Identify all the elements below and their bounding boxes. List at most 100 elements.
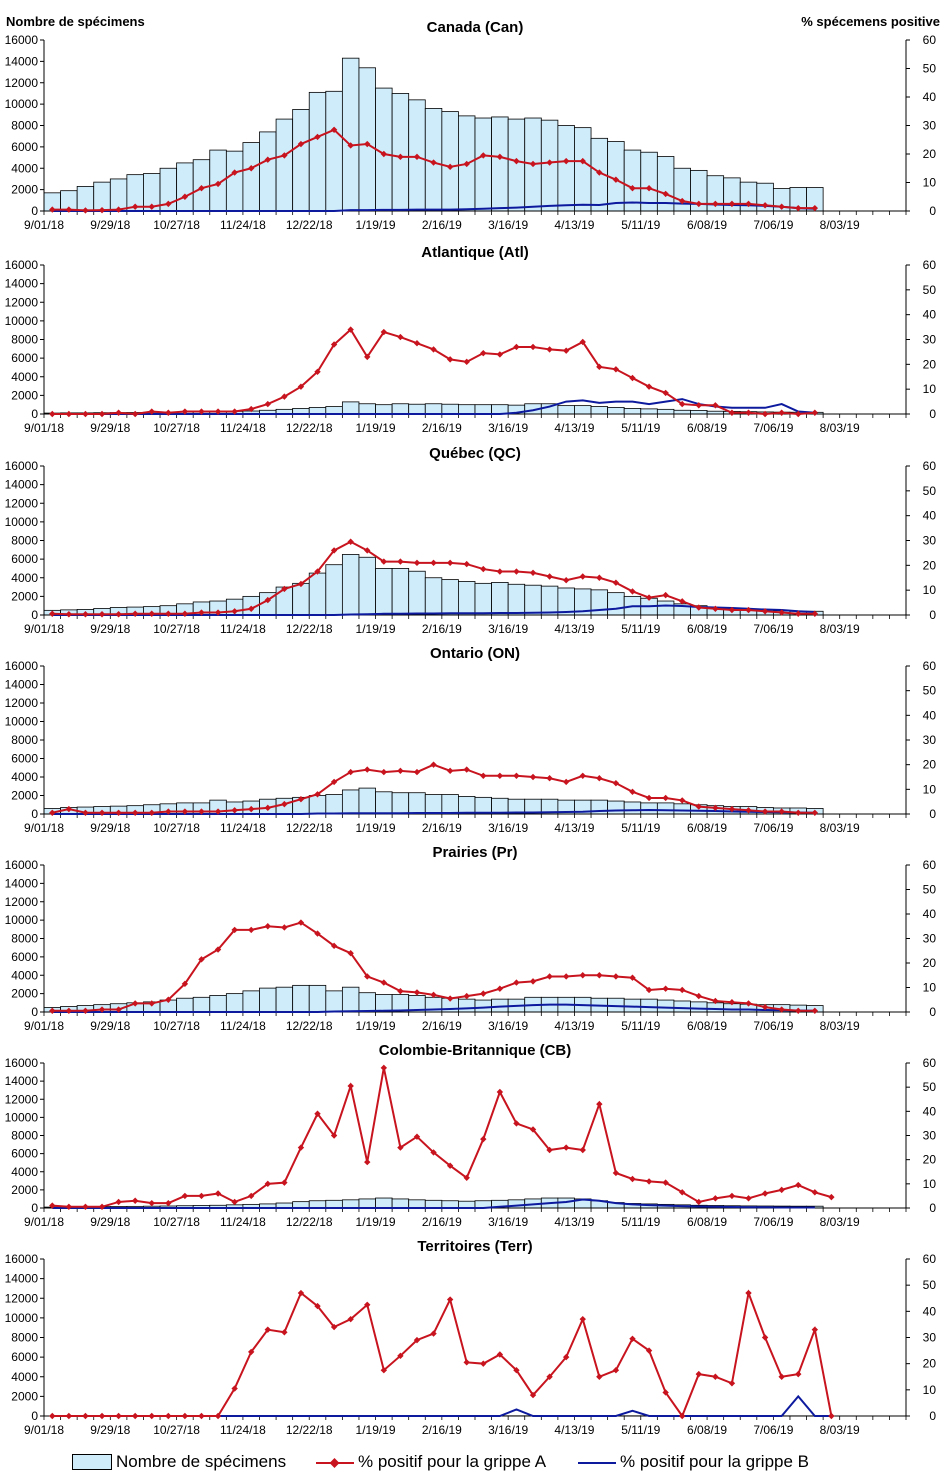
x-tick-label: 6/08/19 bbox=[687, 421, 727, 435]
flu-a-point bbox=[546, 1146, 553, 1154]
x-tick-label: 12/22/18 bbox=[286, 421, 333, 435]
flu-a-point bbox=[811, 809, 819, 816]
flu-a-point bbox=[98, 611, 106, 618]
y-tick-label: 2000 bbox=[11, 589, 38, 603]
specimens-bar bbox=[607, 407, 625, 415]
x-tick-label: 1/19/19 bbox=[356, 1019, 396, 1033]
y-tick-label: 6000 bbox=[11, 1350, 38, 1364]
flu-a-point bbox=[562, 973, 570, 980]
specimens-bar bbox=[308, 795, 327, 815]
y-tick-label: 16000 bbox=[5, 33, 39, 47]
x-tick-label: 7/06/19 bbox=[753, 821, 793, 835]
specimens-bar bbox=[308, 1200, 327, 1209]
x-tick-label: 9/01/18 bbox=[24, 1423, 64, 1437]
specimens-bar bbox=[424, 1199, 443, 1209]
flu-a-point bbox=[413, 989, 421, 996]
flu-a-point bbox=[761, 1190, 769, 1197]
flu-a-point bbox=[297, 1289, 305, 1297]
flu-a-point bbox=[148, 203, 155, 210]
flu-a-point bbox=[231, 1198, 238, 1206]
x-tick-label: 1/19/19 bbox=[356, 421, 396, 435]
y-tick-label: 14000 bbox=[5, 54, 39, 68]
x-tick-label: 10/27/18 bbox=[153, 1215, 200, 1229]
flu-a-point bbox=[596, 972, 603, 979]
flu-a-point bbox=[745, 200, 752, 208]
flu-a-point bbox=[413, 340, 421, 347]
specimens-bar bbox=[474, 582, 492, 616]
specimens-bar bbox=[491, 116, 509, 212]
y-tick-label: 8000 bbox=[11, 333, 38, 347]
chart-panel: Canada (Can) 0 2000 4000 6000 8000 10000 12000 1… bbox=[5, 19, 937, 232]
flu-a-point bbox=[778, 203, 785, 210]
x-tick-label: 7/06/19 bbox=[753, 622, 793, 636]
x-tick-label: 5/11/19 bbox=[621, 218, 660, 232]
y2-tick-label: 10 bbox=[923, 1383, 937, 1397]
legend-item-flu-b: % positif pour la grippe B bbox=[578, 1452, 809, 1472]
x-tick-label: 9/29/18 bbox=[90, 821, 130, 835]
flu-a-point bbox=[297, 140, 305, 148]
chart-title: Ontario (ON) bbox=[430, 645, 520, 662]
flu-a-point bbox=[297, 1144, 305, 1151]
x-tick-label: 5/11/19 bbox=[621, 1423, 660, 1437]
specimens-bar bbox=[308, 984, 327, 1013]
left-axis-title: Nombre de spécimens bbox=[6, 14, 145, 29]
flu-a-point bbox=[778, 409, 785, 416]
flu-a-point bbox=[480, 990, 487, 997]
y2-tick-label: 20 bbox=[923, 1357, 937, 1371]
flu-a-point bbox=[480, 1360, 487, 1367]
y-tick-label: 0 bbox=[31, 807, 38, 821]
flu-a-point bbox=[496, 985, 504, 992]
specimens-bar bbox=[225, 993, 244, 1013]
flu-a-point bbox=[496, 772, 504, 779]
y2-tick-label: 30 bbox=[923, 1331, 937, 1345]
specimens-bar bbox=[341, 401, 360, 415]
flu-a-point bbox=[214, 946, 222, 953]
flu-a-point bbox=[115, 611, 122, 618]
flu-b-line bbox=[52, 398, 815, 415]
x-tick-label: 9/29/18 bbox=[90, 218, 130, 232]
x-tick-label: 10/27/18 bbox=[153, 1019, 200, 1033]
flu-a-point bbox=[629, 588, 636, 595]
x-tick-label: 9/29/18 bbox=[90, 622, 130, 636]
flu-b-line bbox=[52, 604, 815, 616]
chart-title: Territoires (Terr) bbox=[417, 1238, 532, 1255]
flu-a-point bbox=[645, 1178, 653, 1185]
flu-a-point bbox=[364, 140, 371, 148]
flu-a-point bbox=[529, 160, 537, 168]
y-tick-label: 2000 bbox=[11, 388, 38, 402]
specimens-bar bbox=[424, 794, 443, 815]
flu-a-point bbox=[330, 778, 338, 786]
right-axis-title: % spécemens positive bbox=[801, 14, 940, 29]
x-tick-label: 8/03/19 bbox=[820, 1423, 860, 1437]
x-tick-label: 5/11/19 bbox=[621, 1019, 660, 1033]
flu-a-point bbox=[165, 996, 172, 1003]
flu-a-point bbox=[761, 608, 769, 615]
y-tick-label: 10000 bbox=[5, 715, 39, 729]
flu-a-point bbox=[115, 1412, 122, 1420]
x-tick-label: 9/01/18 bbox=[24, 421, 64, 435]
y-tick-label: 14000 bbox=[5, 478, 39, 492]
x-tick-label: 3/16/19 bbox=[488, 622, 528, 636]
flu-a-point bbox=[579, 1146, 586, 1154]
flu-a-point bbox=[297, 580, 305, 588]
y2-tick-label: 50 bbox=[923, 684, 937, 698]
x-tick-label: 2/16/19 bbox=[422, 1019, 462, 1033]
flu-a-point bbox=[463, 1174, 470, 1181]
flu-a-point bbox=[165, 1199, 172, 1207]
flu-a-point bbox=[214, 408, 222, 415]
flu-a-point bbox=[795, 204, 802, 212]
y-tick-label: 6000 bbox=[11, 752, 38, 766]
flu-a-point bbox=[695, 803, 702, 810]
y2-tick-label: 50 bbox=[923, 484, 937, 498]
flu-a-point bbox=[430, 1149, 437, 1156]
y2-tick-label: 40 bbox=[923, 90, 937, 104]
flu-a-point bbox=[596, 775, 603, 782]
flu-a-point bbox=[281, 924, 288, 931]
flu-a-point bbox=[314, 133, 321, 141]
flu-a-point bbox=[380, 150, 388, 158]
flu-a-point bbox=[546, 346, 553, 353]
flu-a-point bbox=[828, 1193, 835, 1201]
flu-a-point bbox=[49, 1202, 56, 1209]
specimens-bar bbox=[424, 403, 443, 415]
y-tick-label: 0 bbox=[31, 1201, 38, 1215]
